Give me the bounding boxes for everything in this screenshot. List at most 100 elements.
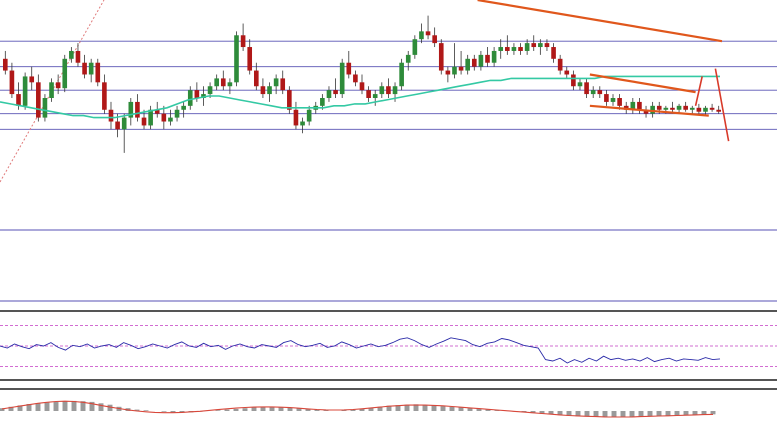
- candle-body: [102, 82, 107, 110]
- candle-body: [412, 39, 418, 55]
- candle-body: [108, 109, 114, 122]
- candle-body: [333, 90, 338, 95]
- candle-body: [392, 86, 398, 95]
- candle-body: [128, 101, 134, 118]
- candle-body: [22, 76, 28, 106]
- candle-body: [458, 66, 464, 71]
- candle-body: [557, 58, 563, 71]
- candle-body: [438, 43, 444, 71]
- candle-body: [683, 105, 688, 110]
- candle-body: [452, 66, 457, 75]
- candle-body: [571, 74, 576, 87]
- candle-body: [485, 54, 490, 63]
- candle-body: [531, 43, 537, 48]
- candle-body: [379, 86, 385, 95]
- candle-body: [339, 62, 345, 95]
- candle-body: [359, 82, 365, 91]
- candle-body: [148, 109, 153, 126]
- candle-body: [115, 121, 120, 130]
- candle-body: [326, 90, 332, 98]
- candle-body: [637, 101, 642, 110]
- candle-body: [320, 98, 325, 106]
- histogram-panel: [0, 388, 777, 418]
- candle-body: [709, 107, 715, 110]
- candle-body: [42, 98, 48, 118]
- candle-body: [491, 50, 497, 63]
- candle-body: [511, 47, 517, 51]
- candle-body: [538, 43, 543, 48]
- candle-body: [604, 94, 609, 102]
- candle-body: [267, 86, 272, 95]
- candle-body: [597, 90, 603, 95]
- candle-body: [75, 50, 81, 63]
- candle-body: [630, 101, 636, 110]
- candle-body: [254, 70, 259, 87]
- candle-body: [88, 62, 94, 75]
- candle-body: [689, 107, 695, 110]
- candle-body: [346, 62, 352, 75]
- candle-body: [16, 94, 21, 106]
- candle-body: [551, 47, 556, 59]
- candle-body: [399, 62, 404, 87]
- candle-body: [670, 107, 675, 110]
- forecast-arrow: [714, 68, 730, 142]
- candle-body: [577, 82, 583, 87]
- trend-line: [589, 104, 709, 117]
- candle-body: [168, 117, 173, 122]
- candle-body: [194, 90, 200, 98]
- forecast-arrow: [694, 76, 703, 107]
- candle-body: [676, 105, 682, 110]
- signal-line: [1, 400, 714, 418]
- candle-body: [696, 107, 702, 112]
- candle-body: [95, 62, 101, 83]
- candle-body: [69, 50, 74, 59]
- candle-body: [49, 82, 54, 98]
- candle-body: [425, 31, 431, 36]
- candle-body: [716, 109, 722, 112]
- candle-body: [62, 58, 68, 89]
- candle-body: [610, 98, 616, 102]
- candle-body: [174, 109, 180, 118]
- candle-body: [419, 31, 424, 40]
- candle-body: [518, 47, 523, 51]
- candle-body: [293, 109, 299, 126]
- candle-body: [227, 82, 233, 87]
- candle-body: [214, 78, 219, 87]
- candle-body: [161, 113, 167, 122]
- candle-body: [121, 117, 127, 130]
- candle-body: [505, 47, 510, 51]
- candle-body: [353, 74, 358, 83]
- candle-body: [36, 82, 41, 118]
- candle-body: [234, 35, 239, 83]
- candle-body: [524, 43, 530, 51]
- candle-body: [2, 58, 8, 71]
- oscillator-line: [0, 337, 721, 364]
- candle-body: [650, 105, 655, 114]
- candle-body: [386, 86, 391, 95]
- candle-body: [201, 94, 206, 98]
- candle-body: [154, 109, 160, 114]
- candle-body: [260, 86, 266, 95]
- candle-body: [405, 54, 411, 63]
- candle-body: [207, 86, 213, 95]
- candle-body: [445, 70, 451, 75]
- candle-body: [82, 62, 87, 75]
- candle-body: [280, 78, 286, 91]
- candle-body: [564, 70, 570, 75]
- candle-body: [643, 109, 649, 114]
- candle-body: [141, 117, 147, 126]
- candle-body: [703, 107, 708, 112]
- candle-body: [300, 121, 305, 126]
- candle-body: [498, 47, 504, 51]
- candle-body: [247, 47, 253, 71]
- trend-line: [589, 73, 696, 94]
- trend-line: [477, 0, 723, 43]
- candle-body: [181, 105, 186, 110]
- candle-body: [465, 58, 470, 71]
- candle-body: [187, 90, 193, 106]
- candle-body: [590, 90, 596, 95]
- candle-body: [306, 109, 312, 122]
- candle-body: [478, 54, 484, 67]
